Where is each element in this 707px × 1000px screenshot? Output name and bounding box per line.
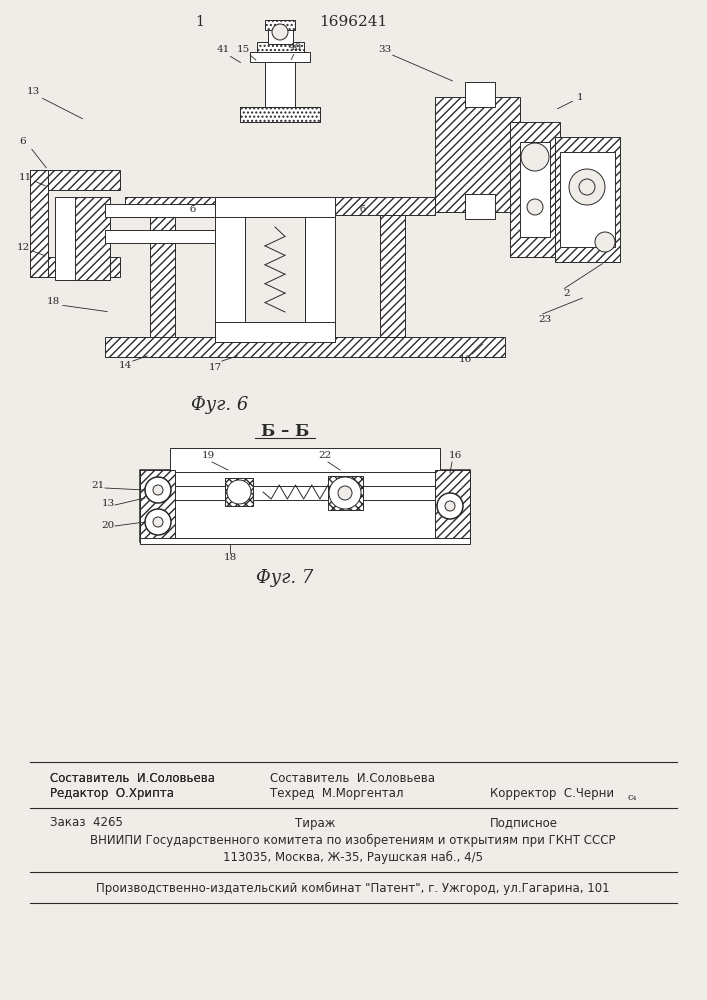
- Bar: [435, 470, 470, 542]
- Bar: [305, 197, 335, 342]
- Text: 17: 17: [209, 362, 221, 371]
- Circle shape: [272, 24, 288, 40]
- Text: Составитель  И.Соловьева: Составитель И.Соловьева: [50, 772, 215, 784]
- Text: б: б: [360, 205, 366, 214]
- Bar: [435, 97, 520, 212]
- Bar: [125, 197, 435, 215]
- Bar: [257, 42, 304, 54]
- Text: Заказ  4265: Заказ 4265: [50, 816, 123, 830]
- Text: Тираж: Тираж: [295, 816, 335, 830]
- Bar: [55, 197, 110, 280]
- Text: 33: 33: [378, 44, 392, 53]
- Bar: [245, 217, 305, 322]
- Text: 19: 19: [201, 452, 215, 460]
- Text: Корректор  С.Черни: Корректор С.Черни: [490, 786, 614, 800]
- Bar: [215, 197, 245, 342]
- Bar: [465, 194, 495, 219]
- Bar: [140, 470, 175, 542]
- Circle shape: [145, 509, 171, 535]
- Bar: [328, 476, 363, 510]
- Circle shape: [329, 477, 361, 509]
- Text: Редактор  О.Хрипта: Редактор О.Хрипта: [50, 786, 174, 800]
- Text: ВНИИПИ Государственного комитета по изобретениям и открытиям при ГКНТ СССР: ВНИИПИ Государственного комитета по изоб…: [90, 833, 616, 847]
- Bar: [560, 152, 615, 247]
- Circle shape: [445, 501, 455, 511]
- Text: 12: 12: [16, 242, 30, 251]
- Text: 41: 41: [216, 45, 230, 54]
- Text: 1696241: 1696241: [319, 15, 387, 29]
- Circle shape: [153, 485, 163, 495]
- Text: Б – Б: Б – Б: [261, 424, 309, 440]
- Text: 21: 21: [91, 481, 105, 489]
- Circle shape: [338, 486, 352, 500]
- Text: 1: 1: [196, 15, 204, 29]
- Text: Редактор  О.Хрипта: Редактор О.Хрипта: [50, 786, 174, 800]
- Text: б: б: [190, 205, 196, 214]
- Text: Подписное: Подписное: [490, 816, 558, 830]
- Text: 2: 2: [563, 290, 571, 298]
- Text: 20: 20: [101, 522, 115, 530]
- Bar: [268, 20, 293, 44]
- Bar: [140, 538, 470, 544]
- Text: Составитель  И.Соловьева: Составитель И.Соловьева: [50, 772, 215, 784]
- Text: 16: 16: [448, 452, 462, 460]
- Text: 15: 15: [236, 44, 250, 53]
- Text: Φуг. 6: Φуг. 6: [192, 396, 249, 414]
- Bar: [520, 142, 550, 237]
- Bar: [465, 82, 495, 107]
- Circle shape: [521, 143, 549, 171]
- Bar: [250, 52, 310, 62]
- Bar: [105, 204, 215, 217]
- Circle shape: [145, 477, 171, 503]
- Bar: [265, 20, 295, 30]
- Text: 14: 14: [118, 361, 132, 370]
- Text: 22: 22: [318, 452, 332, 460]
- Bar: [380, 212, 405, 337]
- Bar: [225, 478, 253, 506]
- Bar: [170, 448, 440, 472]
- Text: 13: 13: [101, 498, 115, 508]
- Text: 18: 18: [47, 298, 59, 306]
- Text: Φуг. 7: Φуг. 7: [257, 569, 314, 587]
- Bar: [150, 212, 175, 337]
- Circle shape: [527, 199, 543, 215]
- Bar: [215, 322, 335, 342]
- Text: Производственно-издательский комбинат "Патент", г. Ужгород, ул.Гагарина, 101: Производственно-издательский комбинат "П…: [96, 881, 610, 895]
- Text: 16: 16: [458, 356, 472, 364]
- Bar: [555, 137, 620, 262]
- Bar: [105, 230, 215, 243]
- Circle shape: [437, 493, 463, 519]
- Bar: [140, 470, 470, 542]
- Circle shape: [227, 480, 251, 504]
- Bar: [30, 257, 120, 277]
- Circle shape: [579, 179, 595, 195]
- Text: 11: 11: [18, 172, 32, 182]
- Text: 113035, Москва, Ж-35, Раушская наб., 4/5: 113035, Москва, Ж-35, Раушская наб., 4/5: [223, 850, 483, 864]
- Bar: [30, 170, 120, 190]
- Bar: [215, 197, 335, 217]
- Bar: [240, 107, 320, 122]
- Text: c₄: c₄: [628, 794, 638, 802]
- Text: Составитель  И.Соловьева: Составитель И.Соловьева: [270, 772, 435, 784]
- Bar: [265, 42, 295, 112]
- Text: 23: 23: [538, 316, 551, 324]
- Bar: [75, 197, 110, 280]
- Text: 40: 40: [288, 42, 302, 51]
- Bar: [30, 170, 48, 277]
- Text: 13: 13: [26, 88, 40, 97]
- Circle shape: [595, 232, 615, 252]
- Text: Техред  М.Моргентал: Техред М.Моргентал: [270, 786, 404, 800]
- Bar: [510, 122, 560, 257]
- Bar: [105, 337, 505, 357]
- Circle shape: [569, 169, 605, 205]
- Text: 1: 1: [577, 93, 583, 102]
- Text: 6: 6: [20, 137, 26, 146]
- Bar: [240, 107, 320, 122]
- Text: 18: 18: [223, 554, 237, 562]
- Circle shape: [153, 517, 163, 527]
